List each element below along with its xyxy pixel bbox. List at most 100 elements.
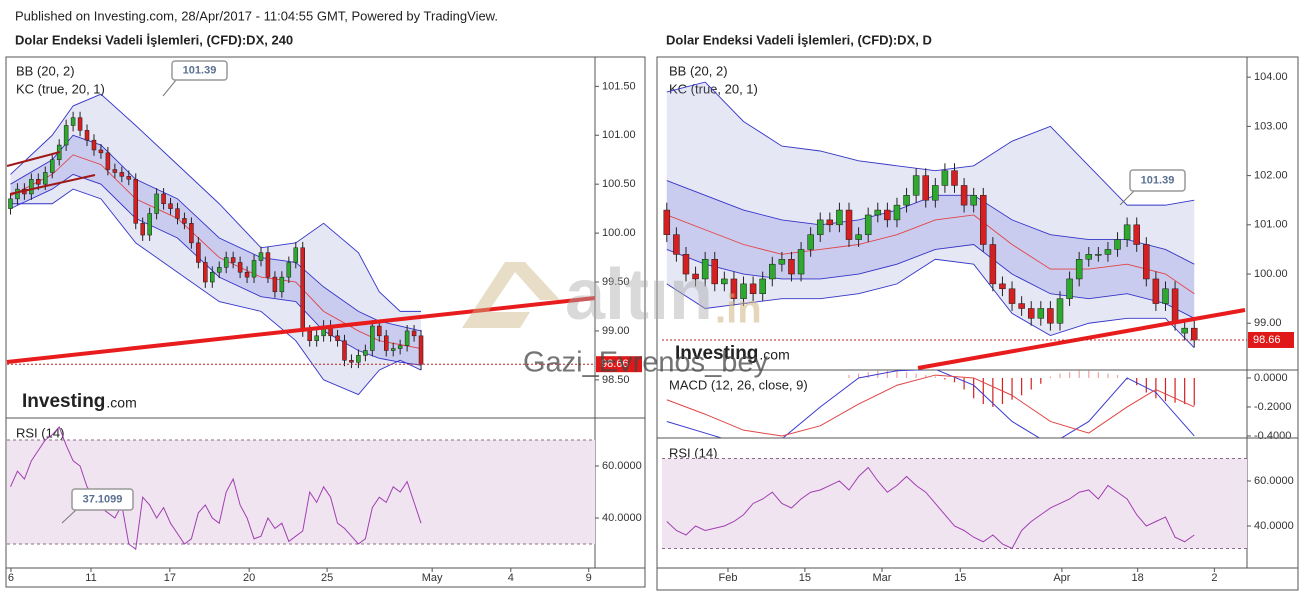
y-tick-label: 99.00	[602, 325, 630, 337]
y-tick-label: 100.00	[1254, 268, 1288, 280]
callout-pointer	[162, 79, 177, 97]
last-price-tag	[596, 356, 642, 373]
candle-body	[855, 234, 862, 240]
candle-body	[230, 257, 236, 263]
last-price-label: 98.66	[601, 358, 629, 370]
candle-body	[893, 204, 901, 221]
bb-upper-line	[10, 93, 422, 312]
x-tick-label: 20	[243, 572, 255, 584]
candle-body	[258, 252, 264, 261]
candle-body	[63, 125, 69, 146]
candle-body	[836, 209, 843, 226]
kc-fill	[666, 180, 1195, 319]
candle-body	[43, 172, 48, 185]
candle-body	[147, 213, 152, 236]
candle-body	[237, 262, 243, 273]
candle-body	[140, 223, 145, 236]
candle-body	[903, 195, 910, 206]
x-tick-label: 15	[954, 572, 966, 584]
bb-lower-line	[666, 258, 1195, 349]
candle-body	[168, 203, 173, 209]
candle-body	[1018, 303, 1025, 309]
watermark-logo	[462, 262, 560, 328]
basis-line	[666, 214, 1195, 295]
candle-body	[1133, 224, 1140, 245]
candle-body	[154, 193, 159, 214]
candle-body	[826, 219, 834, 226]
candle-body	[1171, 288, 1179, 324]
y-tick-label: 60.0000	[1254, 475, 1294, 487]
chart-title: Dolar Endeksi Vadeli İşlemleri, (CFD):DX…	[15, 32, 293, 47]
candle-body	[84, 130, 90, 141]
candle-body	[1123, 224, 1131, 240]
candle-body	[370, 325, 375, 351]
candle-body	[816, 219, 824, 235]
callout-label: 37.1099	[83, 493, 123, 505]
candle-body	[8, 198, 13, 209]
chart-title: Dolar Endeksi Vadeli İşlemleri, (CFD):DX…	[666, 32, 932, 47]
candle-body	[884, 209, 891, 221]
candle-body	[1143, 244, 1150, 280]
bb-lower-line	[10, 188, 422, 396]
y-tick-label: 40.0000	[602, 512, 642, 524]
y-tick-label: 99.00	[1254, 317, 1282, 329]
candle-body	[797, 249, 805, 275]
x-tick-label: 18	[1132, 572, 1144, 584]
candle-body	[1152, 278, 1160, 304]
candle-body	[196, 242, 201, 263]
signal-line	[666, 374, 1195, 437]
y-tick-label: -0.2000	[1254, 401, 1291, 413]
candle-body	[922, 175, 929, 201]
candle-body	[244, 271, 250, 278]
candle-body	[203, 262, 208, 283]
y-tick-label: 60.0000	[602, 460, 642, 472]
y-tick-label: 99.50	[602, 276, 630, 288]
x-tick-label: 4	[508, 572, 514, 584]
candle-body	[864, 214, 872, 235]
kc-upper-line	[10, 134, 422, 332]
trend-line	[9, 174, 96, 195]
candle-body	[1095, 254, 1102, 256]
logo-suffix: .com	[106, 395, 136, 411]
candle-body	[980, 195, 987, 245]
macd-line	[666, 370, 1195, 438]
watermark-brand: altın	[565, 255, 713, 335]
candle-body	[404, 330, 410, 346]
rsi-band	[662, 458, 1247, 549]
rsi-line	[10, 426, 422, 551]
x-tick-label: 15	[799, 572, 811, 584]
candle-body	[383, 335, 389, 351]
candle-body	[1047, 308, 1054, 324]
indicator-label: BB (20, 2)	[669, 63, 728, 78]
panel-frame	[656, 56, 1299, 591]
y-tick-label: 102.00	[1254, 170, 1288, 182]
candle-body	[293, 247, 299, 263]
callout-pointer	[61, 509, 77, 524]
candle-body	[721, 278, 728, 285]
candle-body	[286, 262, 292, 278]
candle-body	[1066, 278, 1073, 299]
candle-body	[1191, 327, 1198, 341]
x-tick-label: Apr	[1053, 572, 1070, 584]
callout-box	[71, 488, 134, 511]
candle-body	[749, 283, 757, 294]
candle-body	[307, 330, 312, 341]
x-tick-label: Feb	[718, 572, 737, 584]
candle-body	[356, 355, 361, 363]
callout-box	[171, 60, 228, 81]
candle-body	[105, 152, 111, 170]
candle-body	[970, 195, 977, 206]
panel-frame	[5, 56, 646, 588]
header: Published on Investing.com, 28/Apr/2017 …	[15, 8, 498, 23]
callout-label: 101.39	[1141, 174, 1175, 186]
candle-body	[673, 234, 680, 255]
kc-lower-line	[10, 173, 422, 366]
candle-body	[161, 193, 166, 204]
candle-body	[1181, 327, 1188, 334]
candle-body	[265, 252, 271, 278]
candle-body	[182, 218, 187, 224]
candle-body	[300, 247, 305, 332]
candle-body	[36, 179, 41, 185]
candle-body	[1056, 298, 1064, 324]
